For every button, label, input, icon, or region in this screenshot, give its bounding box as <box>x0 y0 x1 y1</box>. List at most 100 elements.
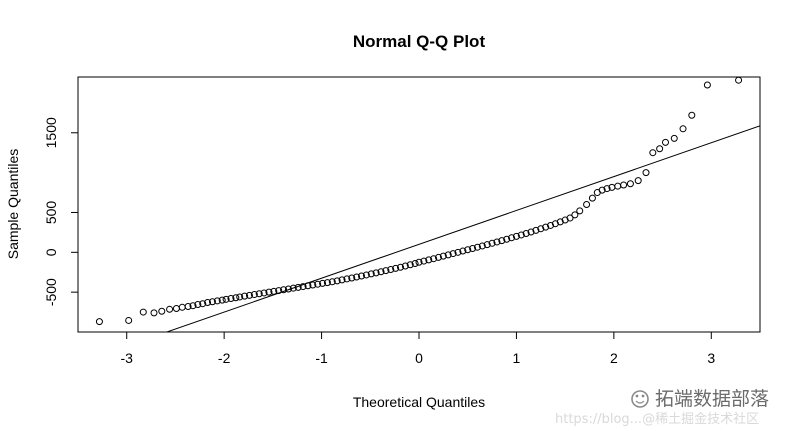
data-point <box>323 279 331 287</box>
data-point <box>382 267 390 275</box>
x-tick-label: -2 <box>218 350 231 366</box>
data-point <box>139 308 147 316</box>
data-point <box>576 207 584 215</box>
data-point <box>401 262 409 270</box>
data-point <box>430 255 438 263</box>
plot-frame <box>77 76 761 333</box>
data-point <box>735 76 743 84</box>
data-point <box>459 247 467 255</box>
data-point <box>547 221 555 229</box>
data-point <box>503 235 511 243</box>
data-point <box>670 134 678 142</box>
data-point <box>362 271 370 279</box>
data-point <box>420 257 428 265</box>
chart-title: Normal Q-Q Plot <box>353 32 486 51</box>
data-point <box>512 232 520 240</box>
data-point <box>464 246 472 254</box>
data-point <box>532 226 540 234</box>
data-point <box>227 295 235 303</box>
data-point <box>178 303 186 311</box>
data-point <box>634 177 642 185</box>
data-point <box>314 280 322 288</box>
data-point <box>439 252 447 260</box>
y-tick-label: 500 <box>43 201 59 225</box>
data-point <box>299 283 307 291</box>
data-point <box>556 218 564 226</box>
data-point <box>265 288 273 296</box>
data-point <box>679 125 687 133</box>
y-tick-label: 1500 <box>43 117 59 148</box>
data-point <box>250 291 258 299</box>
x-tick-label: -1 <box>315 350 328 366</box>
data-point <box>284 285 292 293</box>
data-point <box>522 230 530 238</box>
data-point <box>377 268 385 276</box>
x-tick-label: -3 <box>120 350 133 366</box>
data-point <box>260 289 268 297</box>
data-point <box>387 266 395 274</box>
data-point <box>358 272 366 280</box>
data-point <box>649 149 657 157</box>
data-point <box>527 228 535 236</box>
data-point <box>537 225 545 233</box>
data-point <box>222 295 230 303</box>
data-point <box>208 298 216 306</box>
data-point <box>158 307 166 315</box>
x-axis-label: Theoretical Quantiles <box>353 394 485 410</box>
data-point <box>598 186 606 194</box>
data-point <box>469 244 477 252</box>
data-point <box>583 201 591 208</box>
x-tick-label: 0 <box>415 350 423 366</box>
data-point <box>642 169 650 177</box>
data-point <box>275 287 283 295</box>
data-point <box>392 264 400 272</box>
data-point <box>483 241 491 249</box>
data-point <box>319 279 327 287</box>
data-point <box>236 293 244 301</box>
data-point <box>204 299 212 307</box>
data-point <box>372 269 380 277</box>
data-point <box>218 296 226 304</box>
data-point <box>661 138 669 146</box>
data-point <box>338 276 346 284</box>
data-point <box>213 297 221 305</box>
data-point <box>493 238 501 246</box>
watermark-text: 拓端数据部落 <box>655 388 769 410</box>
y-tick-label: -500 <box>43 278 59 306</box>
data-point <box>232 294 240 302</box>
data-point <box>367 270 375 278</box>
data-point <box>688 111 696 119</box>
data-point <box>551 220 559 228</box>
data-point <box>478 242 486 250</box>
data-point <box>508 234 516 242</box>
watermark-logo-icon <box>631 390 649 408</box>
data-point <box>294 283 302 291</box>
data-point <box>434 253 442 261</box>
data-point <box>620 181 628 189</box>
data-point <box>449 250 457 258</box>
data-point <box>411 259 419 267</box>
data-point <box>304 282 312 290</box>
data-point <box>353 273 361 281</box>
x-tick-label: 1 <box>513 350 521 366</box>
y-tick-label: 0 <box>43 248 59 256</box>
data-point <box>189 302 197 310</box>
data-point <box>309 281 317 289</box>
data-point <box>333 277 341 285</box>
y-axis-label: Sample Quantiles <box>5 149 21 260</box>
data-point <box>703 81 711 89</box>
data-point <box>425 256 433 264</box>
data-point <box>194 301 202 309</box>
data-point <box>245 291 253 299</box>
x-tick-label: 3 <box>707 350 715 366</box>
x-tick-label: 2 <box>610 350 618 366</box>
data-point <box>343 275 351 283</box>
data-point <box>166 305 174 313</box>
data-point <box>406 261 414 269</box>
data-point <box>488 239 496 247</box>
data-point <box>626 180 634 188</box>
data-point <box>270 287 278 295</box>
data-point <box>656 145 664 153</box>
data-point <box>603 185 611 193</box>
